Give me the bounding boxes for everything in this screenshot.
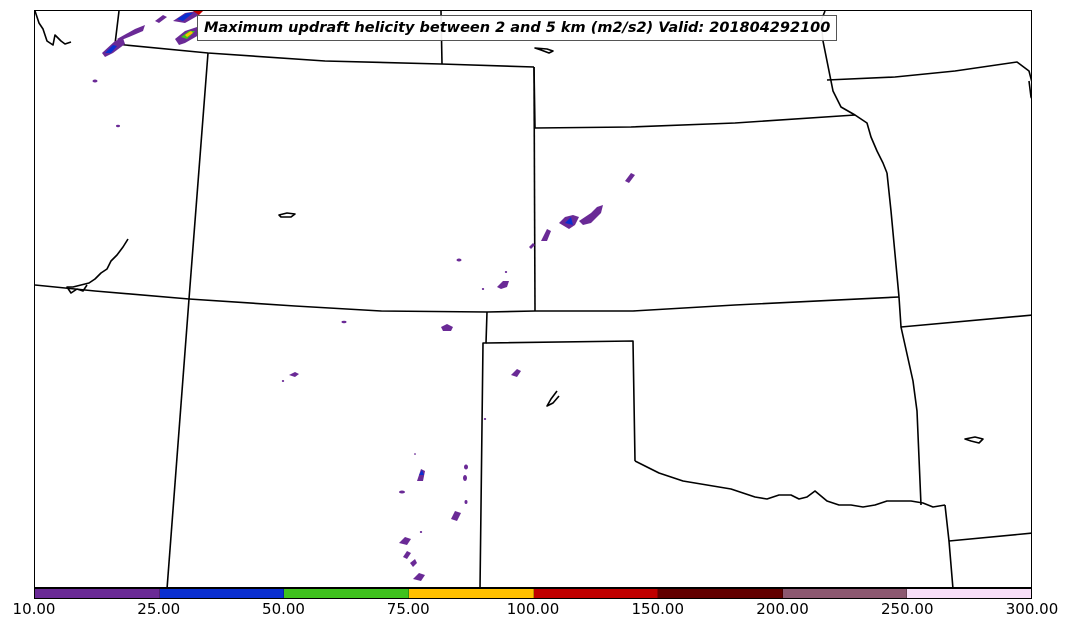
- state-border: [479, 311, 488, 587]
- cell: [341, 320, 347, 324]
- cell: [441, 324, 453, 331]
- swath-purple: [155, 15, 167, 23]
- cell: [399, 490, 405, 494]
- cell: [403, 551, 411, 559]
- swath-purple: [541, 229, 551, 241]
- cell: [419, 531, 423, 533]
- swath-purple: [117, 25, 145, 41]
- colorbar-swatch: [782, 589, 908, 598]
- lake: [534, 47, 554, 54]
- cell: [413, 573, 425, 581]
- state-border: [826, 61, 1031, 82]
- colorbar: [34, 588, 1032, 599]
- lake: [546, 390, 560, 407]
- state-border: [166, 298, 190, 587]
- cell: [289, 372, 299, 377]
- cell: [504, 271, 508, 273]
- colorbar-swatch: [408, 589, 534, 598]
- cell: [410, 559, 417, 567]
- lake: [278, 212, 296, 218]
- cell: [419, 470, 424, 475]
- colorbar-tick-label: 200.00: [756, 600, 809, 618]
- state-border: [533, 66, 888, 174]
- state-border: [35, 284, 536, 313]
- map-title: Maximum updraft helicity between 2 and 5…: [197, 15, 838, 41]
- state-border: [944, 504, 954, 587]
- cell: [399, 537, 411, 545]
- colorbar-swatch: [907, 589, 1031, 598]
- colorbar-swatch: [533, 589, 659, 598]
- cell: [456, 258, 462, 262]
- cell: [464, 500, 468, 504]
- colorbar-tick-label: 25.00: [137, 600, 181, 618]
- colorbar-tick-label: 300.00: [1005, 600, 1059, 618]
- state-border: [485, 340, 636, 462]
- cell: [497, 281, 509, 289]
- state-border: [1028, 80, 1031, 99]
- colorbar-swatch: [159, 589, 285, 598]
- colorbar-tick-label: 100.00: [506, 600, 560, 618]
- helicity-swaths: [92, 11, 635, 581]
- cell: [511, 369, 521, 377]
- lake: [964, 436, 984, 444]
- map-panel: [34, 10, 1032, 588]
- state-border: [188, 52, 209, 300]
- swath-yellow: [185, 31, 193, 37]
- colorbar-tick-label: 50.00: [262, 600, 305, 618]
- state-border: [900, 326, 922, 506]
- cell: [116, 124, 120, 128]
- cell: [281, 380, 285, 382]
- cell: [463, 475, 467, 481]
- cell: [481, 288, 485, 290]
- swath-red: [193, 11, 203, 15]
- colorbar-tick-label: 10.00: [12, 600, 56, 618]
- colorbar-swatch: [35, 589, 160, 598]
- colorbar-tick-label: 150.00: [631, 600, 685, 618]
- colorbar-tick-label: 250.00: [881, 600, 934, 618]
- state-border: [535, 296, 900, 312]
- swath-blue: [105, 45, 117, 53]
- cell: [92, 79, 98, 83]
- cell: [414, 453, 416, 455]
- map-canvas: [35, 11, 1031, 587]
- colorbar-swatch: [658, 589, 783, 598]
- swath-blue: [177, 13, 193, 21]
- state-border: [533, 66, 536, 312]
- state-border: [898, 296, 1031, 328]
- cell: [464, 464, 468, 470]
- cell: [483, 418, 487, 420]
- lake-shoreline: [66, 238, 129, 294]
- colorbar-swatch: [284, 589, 409, 598]
- state-border: [114, 11, 535, 68]
- colorbar-tick-label: 75.00: [386, 600, 430, 618]
- swath-purple: [529, 243, 535, 249]
- swath-purple: [579, 205, 603, 225]
- cell: [451, 511, 461, 521]
- coastline: [35, 11, 72, 46]
- state-border: [886, 172, 900, 298]
- river-border: [634, 460, 946, 508]
- swath-blue: [565, 217, 573, 225]
- cell: [625, 173, 635, 183]
- state-border: [948, 532, 1031, 542]
